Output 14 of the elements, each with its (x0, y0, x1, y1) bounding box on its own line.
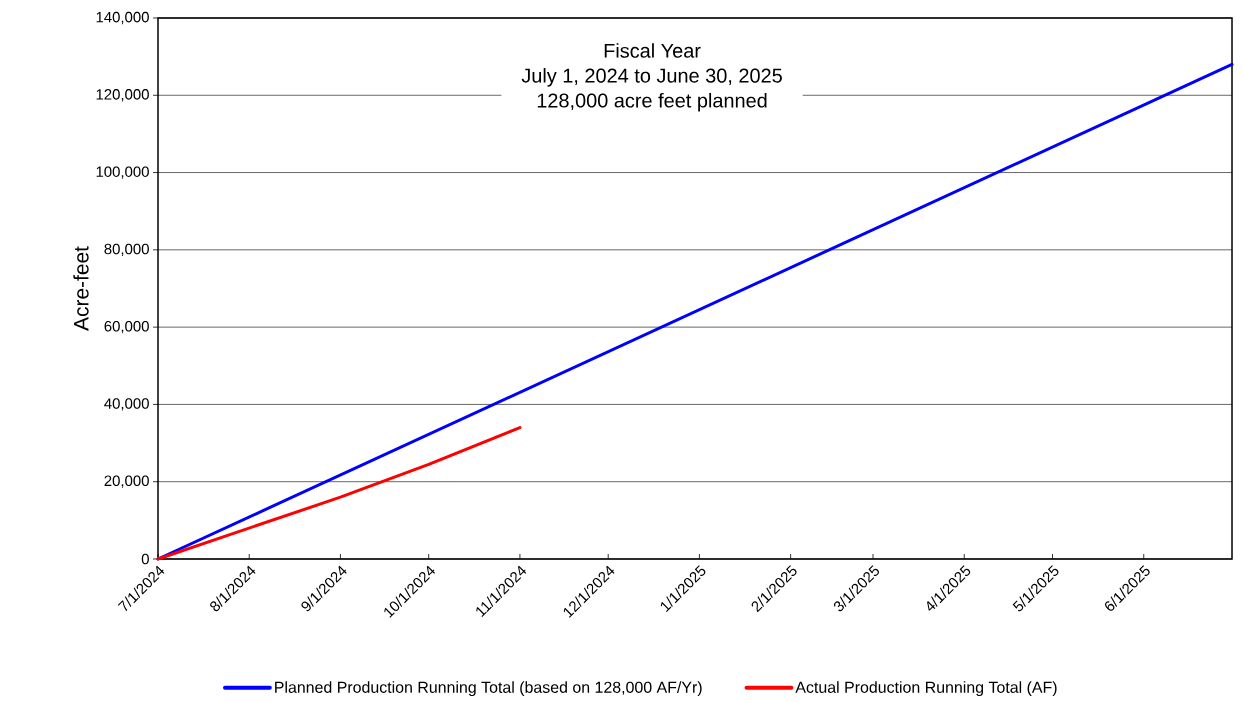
y-tick-label: 0 (141, 553, 149, 565)
y-tick-label: 80,000 (104, 243, 149, 257)
annotation: 128,000 acre feet planned (537, 92, 767, 112)
legend-label: Planned Production Running Total (based on 128,000 AF/Yr) (275, 681, 702, 697)
y-tick-label: 40,000 (104, 398, 149, 411)
y-axis-title: Acre-feet (73, 246, 89, 331)
y-tick-label: 100,000 (96, 166, 149, 179)
y-tick-label: 120,000 (96, 89, 149, 102)
y-tick-label: 60,000 (104, 320, 149, 334)
annotation: July 1, 2024 to June 30, 2025 (521, 68, 782, 87)
legend-label: Actual Production Running Total (AF) (795, 681, 1057, 697)
y-tick-label: 140,000 (96, 11, 149, 25)
y-tick-label: 20,000 (104, 475, 149, 488)
annotation: Fiscal Year (604, 43, 701, 58)
